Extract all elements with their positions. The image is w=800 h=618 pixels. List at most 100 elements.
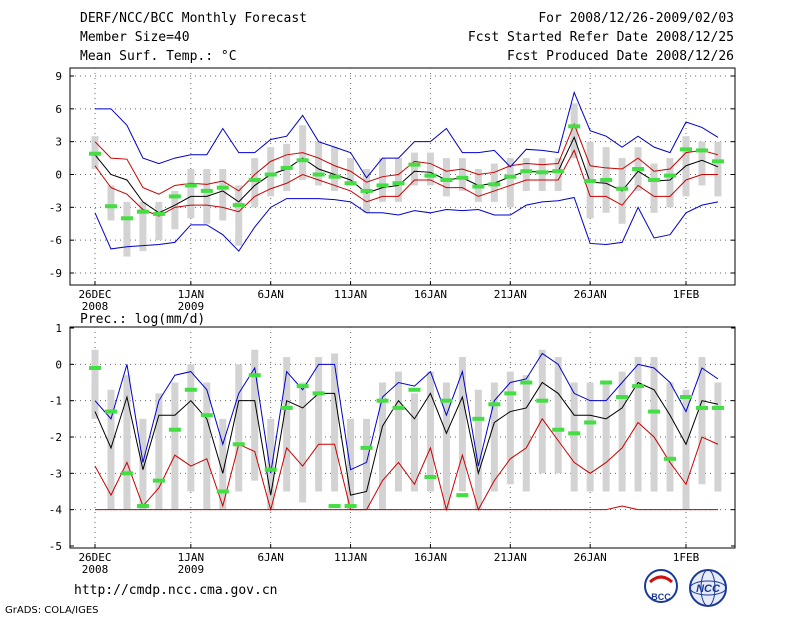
bcc-logo-ring [644,569,678,603]
spread-box [299,382,307,503]
x-tick-label: 1JAN [178,288,205,301]
member-size: Member Size=40 [80,30,190,45]
ncc-logo-text: NCC [696,583,721,595]
ensemble-marker [104,409,117,414]
series-line [94,135,719,214]
panel-title: Prec.: log(mm/d) [80,312,205,327]
bcc-logo-text: BCC [651,592,671,602]
x-tick-label: 21JAN [494,551,527,564]
ensemble-marker [584,179,597,184]
ensemble-marker [520,380,533,385]
ensemble-marker [695,148,708,153]
spread-box [410,393,418,492]
ensemble-marker [680,395,692,400]
spread-box [666,158,674,208]
source-url[interactable]: http://cmdp.ncc.cma.gov.cn [74,583,278,598]
ensemble-marker [424,474,437,479]
spread-box [554,158,562,191]
spread-box [123,201,131,257]
spread-box [235,364,243,492]
spread-box [682,389,690,510]
ensemble-marker [440,398,453,403]
spread-box [458,158,466,191]
spread-box [394,158,402,202]
ensemble-marker [680,147,692,152]
fcst-produced-date: Fcst Produced Date 2008/12/26 [507,49,734,64]
bcc-logo: BCC [644,569,678,603]
ensemble-marker [216,185,229,190]
spread-box [650,163,658,213]
ensemble-marker [584,420,597,425]
x-tick-label: 26DEC [78,288,111,301]
spread-box [714,382,722,492]
ensemble-marker [648,409,661,414]
y-tick-label: 0 [55,169,62,182]
spread-box [618,371,626,492]
y-tick-label: 3 [55,136,62,149]
ensemble-marker [648,177,661,182]
x-tick-label: 6JAN [257,288,284,301]
spread-box [426,371,434,492]
x-tick-label: 26JAN [574,551,607,564]
ensemble-marker [104,204,117,209]
ensemble-marker [504,391,517,396]
ensemble-marker [344,181,357,186]
ensemble-marker [89,151,101,156]
x-tick-label: 21JAN [494,288,527,301]
ensemble-marker [216,489,229,494]
ensemble-marker [248,373,261,378]
spread-box [363,418,371,510]
spread-box [442,382,450,510]
ensemble-marker [695,405,708,410]
series-line [94,196,719,252]
x-tick-label: 26DEC [78,551,111,564]
ensemble-marker [328,504,341,509]
spread-box [538,158,546,191]
ensemble-marker [312,172,325,177]
ensemble-marker [504,174,517,179]
y-tick-label: -9 [49,267,62,280]
ensemble-marker [376,398,389,403]
ensemble-marker [280,405,293,410]
variable-label: Mean Surf. Temp.: °C [80,49,237,64]
series-line [94,381,719,496]
spread-box [155,393,163,510]
series-line [94,417,719,512]
ensemble-marker [664,173,677,178]
ensemble-marker [472,184,485,189]
spread-box [219,169,227,221]
ensemble-marker [120,471,133,476]
ensemble-marker [408,387,421,392]
spread-box [602,382,610,492]
ensemble-marker [568,431,581,436]
y-tick-label: -3 [49,467,62,480]
spread-box [379,158,387,202]
series-line [95,90,719,179]
spread-box [394,371,402,492]
spread-box [203,382,211,510]
ensemble-marker [664,456,677,461]
ensemble-marker [120,216,133,221]
ensemble-marker [89,365,101,370]
spread-box [107,389,115,510]
spread-box [474,389,482,510]
x-tick-label: 6JAN [257,551,284,564]
ensemble-marker [536,398,549,403]
ensemble-marker [488,402,501,407]
ensemble-marker [392,181,405,186]
spread-box [315,357,323,492]
ensemble-marker [184,387,197,392]
ensemble-marker [168,427,181,432]
spread-box [251,158,259,208]
y-tick-label: -6 [49,234,62,247]
x-tick-year-label: 2008 [82,563,109,576]
ensemble-marker [200,188,213,193]
spread-box [426,152,434,186]
ncc-logo-meridian [700,569,716,607]
x-tick-label: 11JAN [334,288,367,301]
spread-box [586,382,594,492]
ensemble-marker [552,427,565,432]
ensemble-marker [488,182,501,187]
spread-box [267,147,275,197]
